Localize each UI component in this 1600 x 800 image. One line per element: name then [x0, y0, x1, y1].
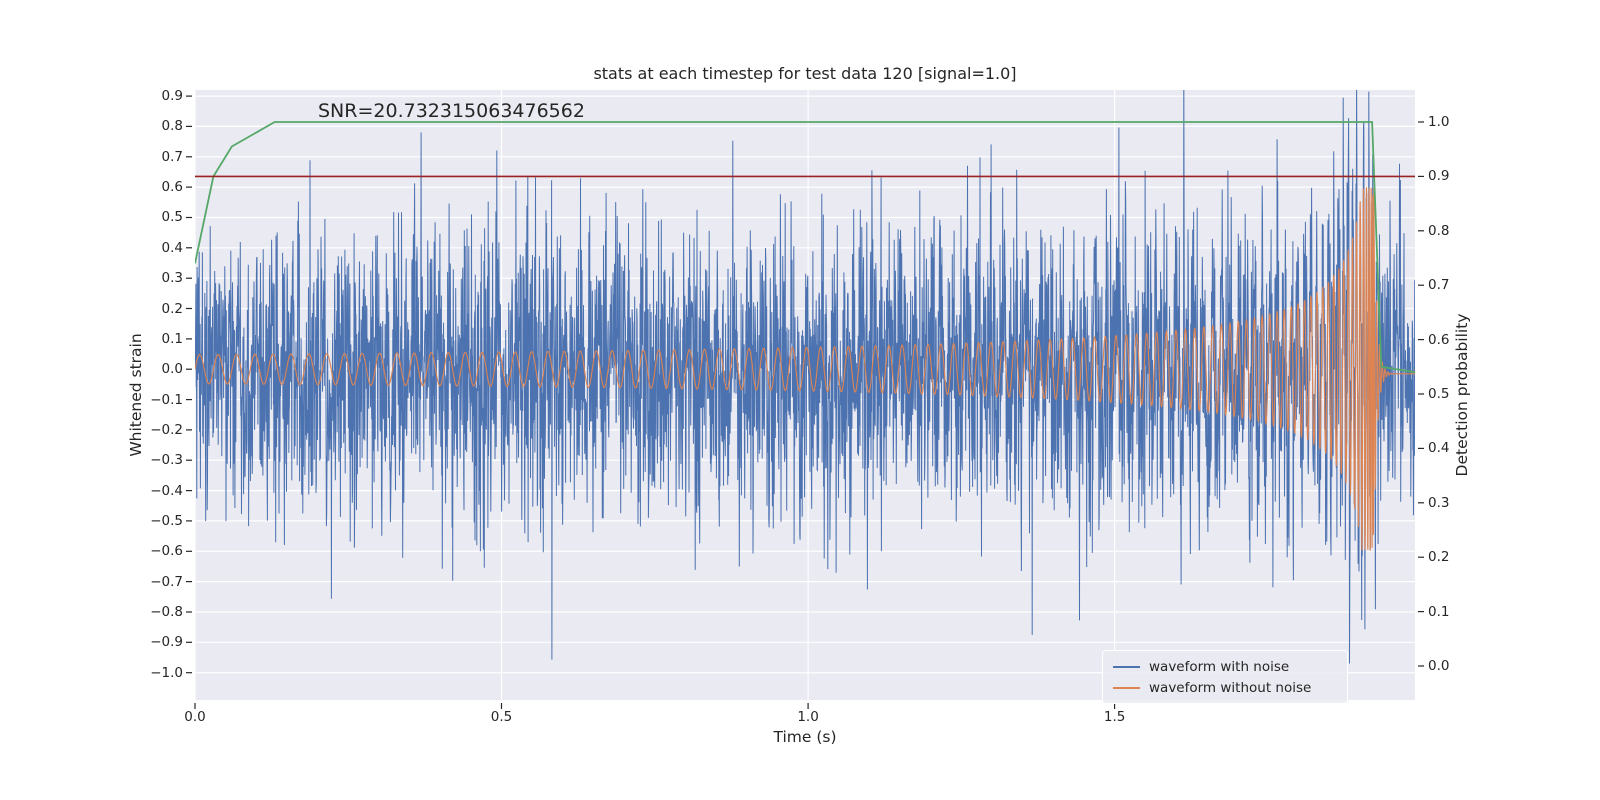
right-tick-label: 0.0 [1428, 657, 1450, 674]
left-tick-label: 0.2 [161, 300, 183, 317]
right-tick-label: 0.5 [1428, 385, 1450, 402]
legend-label: waveform without noise [1149, 679, 1312, 696]
left-tick-label: 0.5 [161, 209, 183, 226]
x-tick-label: 0.0 [184, 709, 206, 725]
waveform-with-noise-line [195, 90, 1415, 664]
tick-marks [186, 95, 1424, 709]
left-tick-label: −0.3 [150, 452, 183, 469]
left-tick-label: −0.8 [150, 603, 183, 620]
left-tick-label: 0.0 [161, 361, 183, 378]
left-tick-label: −1.0 [150, 664, 183, 681]
chart-title: stats at each timestep for test data 120… [593, 64, 1017, 83]
left-tick-label: 0.8 [161, 118, 183, 135]
right-tick-label: 0.6 [1428, 331, 1450, 348]
left-tick-label: −0.2 [150, 421, 183, 438]
left-tick-label: 0.4 [161, 239, 183, 256]
left-tick-label: −0.9 [150, 634, 183, 651]
left-tick-label: −0.6 [150, 543, 183, 560]
left-tick-label: 0.6 [161, 179, 183, 196]
legend-label: waveform with noise [1149, 658, 1290, 675]
x-tick-label: 1.5 [1103, 709, 1126, 725]
right-axis-label: Detection probability [1453, 313, 1471, 477]
right-tick-label: 0.3 [1428, 494, 1450, 511]
right-tick-label: 1.0 [1428, 113, 1450, 130]
waveform-without-noise-line [195, 187, 1415, 551]
snr-annotation: SNR=20.732315063476562 [318, 100, 585, 122]
left-tick-label: 0.9 [161, 88, 183, 105]
right-tick-label: 0.1 [1428, 603, 1450, 620]
x-tick-label: 0.5 [490, 709, 513, 725]
right-tick-label: 0.8 [1428, 222, 1450, 239]
legend-line-sample [1113, 686, 1140, 689]
left-tick-label: 0.3 [161, 270, 183, 287]
legend-entry: waveform with noise [1113, 656, 1337, 677]
legend: waveform with noise waveform without nois… [1102, 650, 1348, 704]
left-tick-label: −0.1 [150, 391, 183, 408]
x-tick-label: 1.0 [797, 709, 819, 725]
right-tick-label: 0.9 [1428, 168, 1450, 185]
left-tick-label: −0.4 [150, 482, 183, 499]
legend-entry: waveform without noise [1113, 677, 1337, 698]
left-tick-label: −0.5 [150, 512, 183, 529]
legend-line-sample [1113, 665, 1140, 668]
left-tick-label: 0.7 [161, 148, 183, 165]
x-axis-label: Time (s) [773, 728, 837, 746]
left-tick-label: −0.7 [150, 573, 183, 590]
left-tick-label: 0.1 [161, 330, 183, 347]
right-tick-label: 0.4 [1428, 440, 1450, 457]
right-tick-label: 0.2 [1428, 549, 1450, 566]
right-tick-label: 0.7 [1428, 277, 1450, 294]
